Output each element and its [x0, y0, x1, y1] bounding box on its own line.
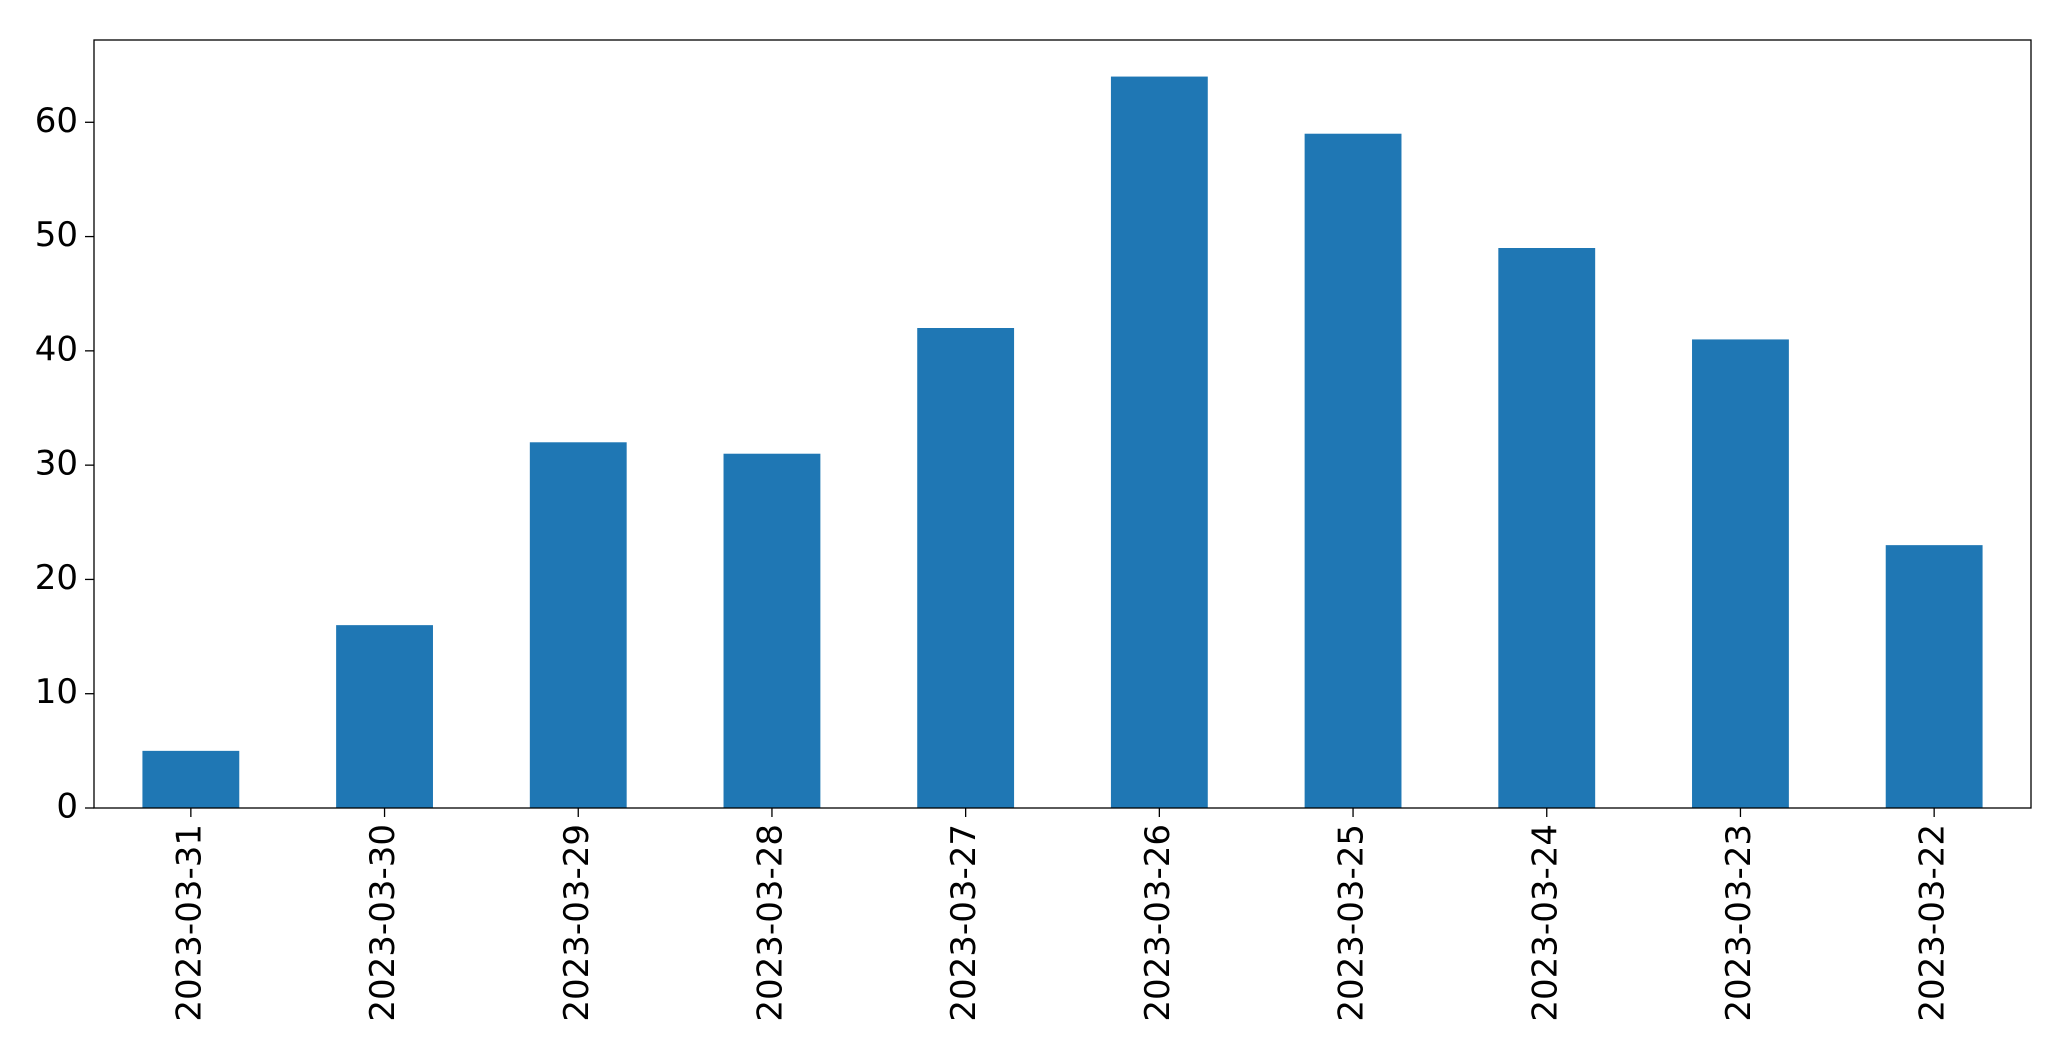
- bar: [1304, 133, 1402, 808]
- bar: [336, 625, 433, 808]
- x-tick-label: 2023-03-24: [1525, 824, 1565, 1022]
- bar: [142, 750, 240, 808]
- bar: [529, 442, 627, 808]
- x-tick-label: 2023-03-31: [169, 824, 209, 1022]
- y-tick-label: 10: [35, 672, 78, 712]
- x-tick-label: 2023-03-22: [1913, 824, 1953, 1022]
- y-tick-label: 40: [35, 329, 78, 369]
- x-tick-label: 2023-03-26: [1138, 824, 1178, 1022]
- y-tick-label: 60: [35, 101, 78, 141]
- y-tick-label: 50: [35, 215, 78, 255]
- x-tick-label: 2023-03-27: [944, 824, 984, 1022]
- x-tick-label: 2023-03-23: [1719, 824, 1759, 1022]
- bar: [1110, 76, 1208, 809]
- y-tick-label: 30: [35, 444, 78, 484]
- x-tick-label: 2023-03-25: [1332, 824, 1372, 1022]
- x-tick-label: 2023-03-29: [557, 824, 597, 1022]
- bar: [723, 453, 821, 808]
- y-tick-label: 0: [56, 787, 78, 827]
- plot-frame: [93, 39, 2032, 809]
- bar: [1885, 545, 1983, 808]
- y-tick-label: 20: [35, 558, 78, 598]
- x-tick-label: 2023-03-28: [750, 824, 790, 1022]
- bar: [917, 328, 1015, 808]
- x-tick-label: 2023-03-30: [363, 824, 403, 1022]
- bar: [1498, 248, 1596, 808]
- bar: [1692, 339, 1789, 808]
